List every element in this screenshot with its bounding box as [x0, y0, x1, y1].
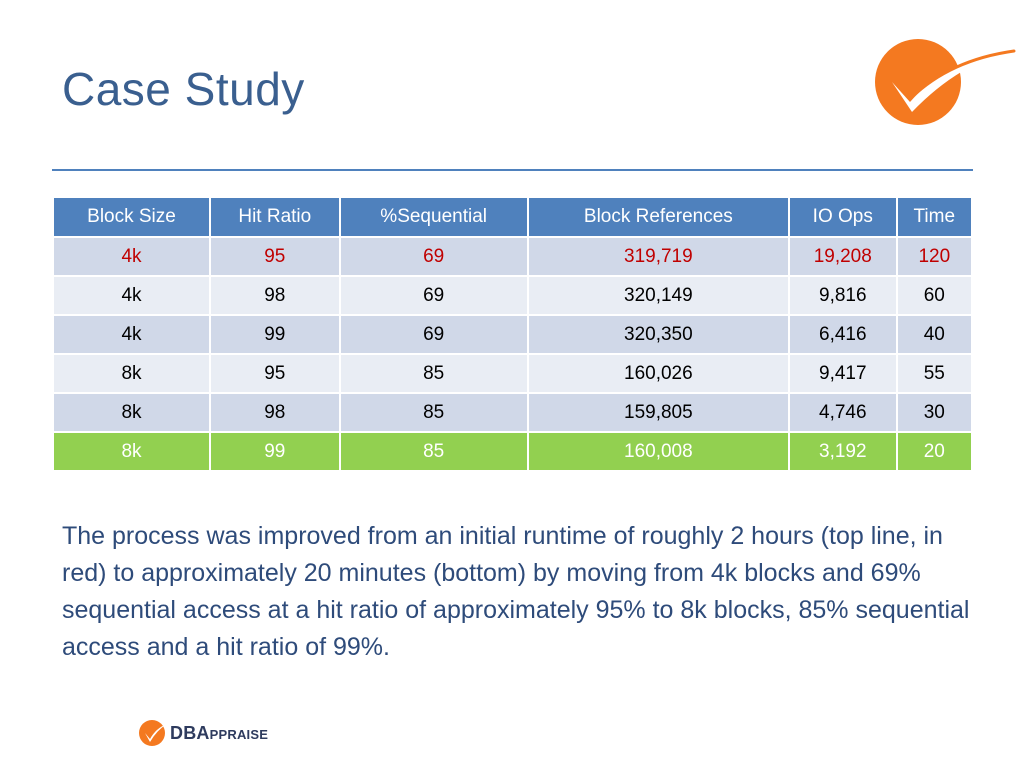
- cell-hit-ratio: 95: [209, 236, 341, 277]
- cell-io-ops: 6,416: [787, 314, 898, 355]
- cell-block-size: 4k: [52, 275, 211, 316]
- header-io-ops: IO Ops: [787, 196, 898, 238]
- header-time: Time: [895, 196, 974, 238]
- cell-io-ops: 9,816: [787, 275, 898, 316]
- brand-name: DBAPPRAISE: [170, 723, 268, 744]
- header-hit-ratio: Hit Ratio: [209, 196, 341, 238]
- cell-io-ops: 19,208: [787, 236, 898, 277]
- cell-sequential: 69: [338, 314, 529, 355]
- cell-hit-ratio: 98: [209, 275, 341, 316]
- cell-block-size: 8k: [52, 353, 211, 394]
- title-divider: [52, 169, 973, 171]
- cell-time: 40: [895, 314, 974, 355]
- cell-block-size: 4k: [52, 314, 211, 355]
- cell-io-ops: 4,746: [787, 392, 898, 433]
- table-header-row: Block Size Hit Ratio %Sequential Block R…: [52, 196, 974, 238]
- table-row: 8k 99 85 160,008 3,192 20: [52, 431, 974, 472]
- footer-logo: DBAPPRAISE: [138, 718, 268, 748]
- cell-block-size: 8k: [52, 431, 211, 472]
- cell-sequential: 69: [338, 275, 529, 316]
- header-sequential: %Sequential: [338, 196, 529, 238]
- cell-time: 60: [895, 275, 974, 316]
- cell-time: 20: [895, 431, 974, 472]
- header-block-references: Block References: [526, 196, 790, 238]
- header-block-size: Block Size: [52, 196, 211, 238]
- table-row: 8k 98 85 159,805 4,746 30: [52, 392, 974, 433]
- cell-block-references: 159,805: [526, 392, 790, 433]
- table-row: 4k 95 69 319,719 19,208 120: [52, 236, 974, 277]
- cell-time: 120: [895, 236, 974, 277]
- cell-sequential: 69: [338, 236, 529, 277]
- cell-block-references: 320,350: [526, 314, 790, 355]
- table-row: 4k 98 69 320,149 9,816 60: [52, 275, 974, 316]
- case-study-table: Block Size Hit Ratio %Sequential Block R…: [52, 196, 974, 472]
- case-study-caption: The process was improved from an initial…: [62, 522, 970, 661]
- table-row: 8k 95 85 160,026 9,417 55: [52, 353, 974, 394]
- cell-sequential: 85: [338, 353, 529, 394]
- slide-title: Case Study: [62, 63, 305, 115]
- cell-block-references: 160,026: [526, 353, 790, 394]
- cell-io-ops: 3,192: [787, 431, 898, 472]
- checkmark-logo-icon: [875, 39, 1016, 125]
- table-row: 4k 99 69 320,350 6,416 40: [52, 314, 974, 355]
- cell-io-ops: 9,417: [787, 353, 898, 394]
- cell-block-references: 319,719: [526, 236, 790, 277]
- cell-sequential: 85: [338, 392, 529, 433]
- cell-block-references: 320,149: [526, 275, 790, 316]
- cell-hit-ratio: 95: [209, 353, 341, 394]
- brand-main: DBA: [170, 722, 210, 743]
- cell-block-size: 4k: [52, 236, 211, 277]
- cell-hit-ratio: 98: [209, 392, 341, 433]
- cell-block-size: 8k: [52, 392, 211, 433]
- dbappraise-logo-icon: [139, 720, 167, 746]
- cell-block-references: 160,008: [526, 431, 790, 472]
- brand-rest: PPRAISE: [209, 726, 269, 742]
- cell-hit-ratio: 99: [209, 431, 341, 472]
- cell-sequential: 85: [338, 431, 529, 472]
- cell-time: 30: [895, 392, 974, 433]
- cell-time: 55: [895, 353, 974, 394]
- cell-hit-ratio: 99: [209, 314, 341, 355]
